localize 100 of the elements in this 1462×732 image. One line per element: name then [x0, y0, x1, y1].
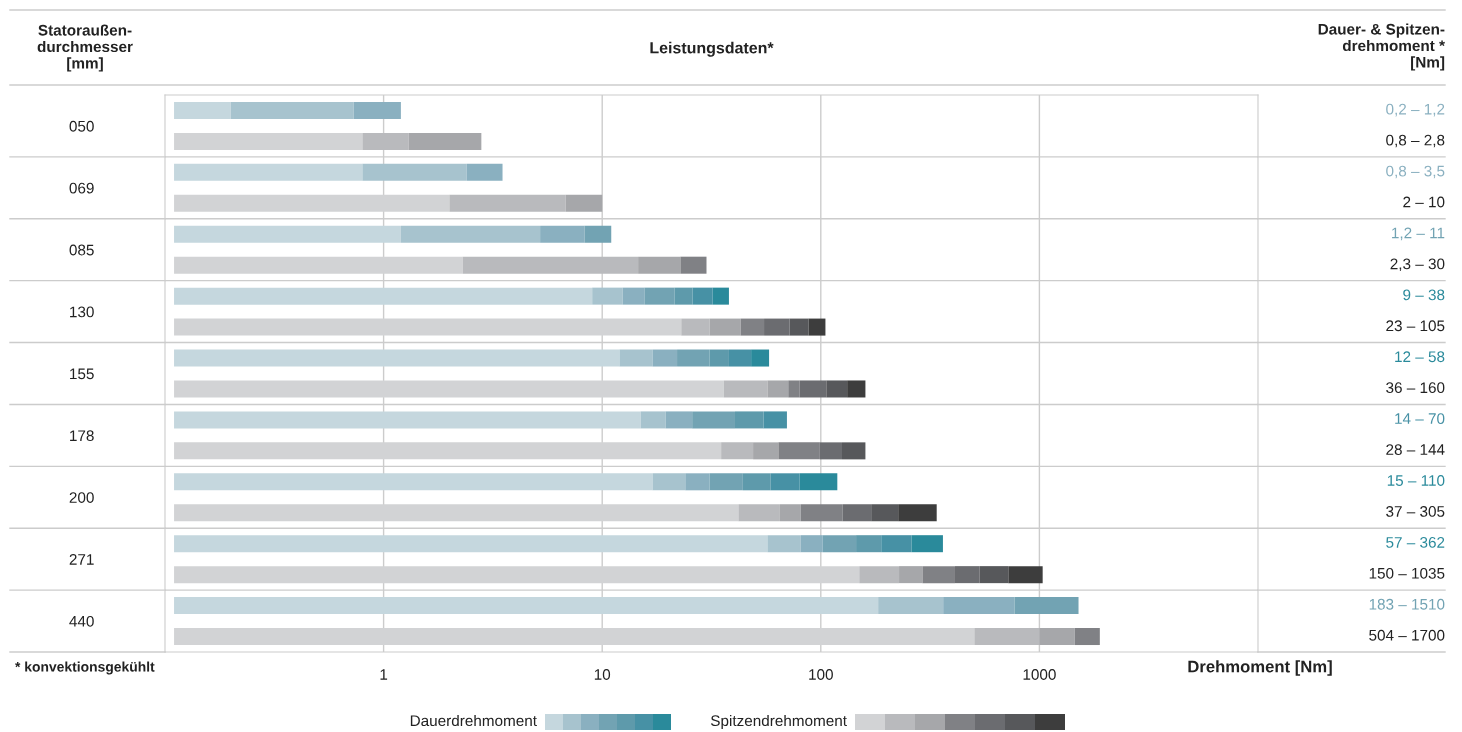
x-tick-label: 10 — [594, 669, 611, 680]
bar — [174, 101, 231, 119]
bar — [911, 535, 943, 553]
bar — [778, 442, 820, 460]
bar — [640, 411, 666, 429]
y-tick-label: 085 — [69, 244, 94, 256]
bar — [881, 535, 912, 553]
bar — [779, 504, 801, 522]
bar — [763, 411, 787, 429]
bar — [400, 225, 541, 243]
bar — [449, 194, 566, 212]
bar — [644, 287, 675, 305]
y-tick-label: 155 — [70, 368, 94, 380]
bar — [174, 535, 768, 553]
text: 0,2 – 1,2 — [1386, 103, 1445, 117]
text: 2 – 10 — [1403, 196, 1445, 208]
bar — [728, 349, 752, 367]
text: 36 – 160 — [1386, 382, 1445, 394]
bar — [652, 349, 678, 367]
bar — [1014, 597, 1079, 615]
text: 15 – 110 — [1387, 475, 1445, 486]
bar — [841, 442, 866, 460]
bar — [974, 628, 1040, 646]
bar — [680, 256, 707, 274]
bar — [674, 287, 693, 305]
bar — [871, 504, 899, 522]
bar — [856, 535, 882, 553]
bar — [230, 101, 354, 119]
legend-label: Spitzendrehmoment — [710, 714, 847, 730]
bar — [847, 380, 866, 398]
x-tick-label: 100 — [809, 669, 833, 680]
bar — [619, 349, 653, 367]
bar — [721, 442, 754, 460]
bar — [353, 101, 401, 119]
bar — [174, 349, 620, 367]
bar — [174, 225, 401, 243]
bar — [751, 349, 770, 367]
bar — [665, 411, 693, 429]
y-tick-label: 440 — [69, 615, 94, 627]
y-tick-label: 200 — [69, 492, 94, 503]
bar — [734, 411, 764, 429]
bar — [767, 380, 789, 398]
bar — [174, 411, 641, 429]
text: 9 – 38 — [1403, 289, 1445, 301]
bar — [954, 566, 980, 584]
bar — [723, 380, 768, 398]
bar — [922, 566, 955, 584]
bar — [943, 597, 1015, 615]
bar — [692, 411, 735, 429]
bar — [592, 287, 623, 305]
bar — [584, 225, 612, 243]
text: 0,8 – 3,5 — [1386, 165, 1445, 179]
bar — [800, 535, 823, 553]
bar — [681, 318, 710, 336]
bar — [712, 287, 729, 305]
bar — [652, 473, 686, 491]
text: 12 – 58 — [1395, 351, 1445, 363]
bar — [174, 163, 363, 181]
bar — [742, 473, 771, 491]
bar — [819, 442, 842, 460]
x-tick-label: 1 — [380, 669, 388, 680]
bar — [174, 473, 653, 491]
x-tick-label: 1000 — [1023, 669, 1056, 680]
bar — [1074, 628, 1100, 646]
bar — [764, 318, 790, 336]
bar — [709, 473, 743, 491]
bar — [770, 473, 800, 491]
bar — [800, 504, 843, 522]
bar — [753, 442, 779, 460]
bar — [685, 473, 710, 491]
text: 28 – 144 — [1386, 444, 1445, 455]
bar — [466, 163, 503, 181]
bar — [788, 380, 800, 398]
x-axis-title: Drehmoment [Nm] — [1188, 660, 1332, 676]
bar — [789, 318, 809, 336]
bar — [362, 163, 467, 181]
bar — [677, 349, 710, 367]
y-tick-label: 271 — [69, 554, 94, 565]
bar — [174, 132, 363, 150]
bar — [622, 287, 645, 305]
bar — [638, 256, 681, 274]
chart-title: Leistungsdaten* — [650, 41, 774, 57]
bar — [565, 194, 603, 212]
y-tick-label: 130 — [70, 306, 94, 318]
bar — [540, 225, 585, 243]
bar — [822, 535, 857, 553]
bar — [842, 504, 872, 522]
y-axis-title: Statoraußen- durchmesser [mm] — [37, 24, 133, 72]
text: 183 – 1510 — [1369, 598, 1445, 610]
bar — [826, 380, 848, 398]
bar — [362, 132, 409, 150]
text: * konvektionsgekühlt — [15, 661, 155, 675]
text: 23 – 105 — [1386, 320, 1445, 332]
text: 2,3 – 30 — [1390, 258, 1445, 272]
bar — [1039, 628, 1075, 646]
bar — [979, 566, 1009, 584]
bar — [799, 380, 827, 398]
bar — [1008, 566, 1043, 584]
text: 37 – 305 — [1386, 506, 1445, 517]
y-tick-label: 050 — [69, 120, 94, 132]
